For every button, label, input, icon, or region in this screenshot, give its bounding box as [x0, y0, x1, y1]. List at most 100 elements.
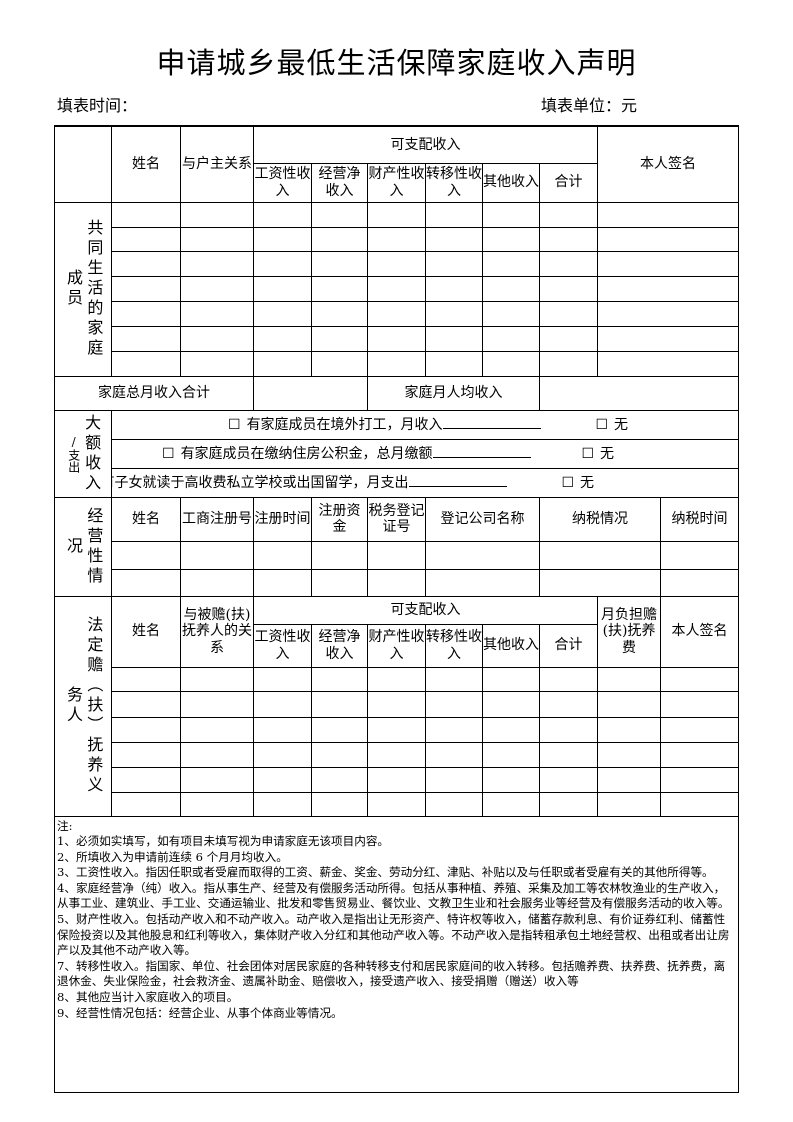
input-cell[interactable] [425, 201, 483, 228]
input-cell[interactable] [482, 250, 540, 277]
input-cell[interactable] [482, 275, 540, 302]
input-cell[interactable] [538, 716, 599, 743]
input-cell[interactable] [597, 766, 662, 793]
input-cell[interactable] [253, 250, 312, 277]
input-cell[interactable] [597, 741, 662, 768]
input-cell[interactable] [367, 275, 426, 302]
input-cell[interactable] [253, 350, 312, 377]
input-cell[interactable] [482, 716, 540, 743]
amount-blank[interactable] [442, 416, 541, 429]
input-cell[interactable] [111, 226, 181, 252]
input-cell[interactable] [367, 300, 426, 327]
input-cell[interactable] [311, 666, 368, 692]
input-cell[interactable] [538, 791, 599, 817]
input-cell[interactable] [482, 766, 540, 793]
input-cell[interactable] [482, 325, 540, 352]
input-cell[interactable] [111, 250, 181, 277]
input-cell[interactable] [367, 766, 426, 793]
input-cell[interactable] [311, 690, 368, 718]
input-cell[interactable] [180, 275, 254, 302]
input-cell[interactable] [253, 325, 312, 352]
input-cell[interactable] [367, 791, 426, 817]
input-cell[interactable] [253, 741, 312, 768]
checkbox[interactable]: ☐ [581, 445, 595, 462]
total-income-value[interactable] [253, 375, 368, 411]
input-cell[interactable] [597, 716, 662, 743]
input-cell[interactable] [538, 766, 599, 793]
input-cell[interactable] [425, 325, 483, 352]
input-cell[interactable] [111, 325, 181, 352]
checkbox[interactable]: ☐ [162, 445, 175, 462]
input-cell[interactable] [367, 226, 426, 252]
input-cell[interactable] [482, 690, 540, 718]
input-cell[interactable] [253, 300, 312, 327]
signature-cell[interactable] [597, 300, 740, 327]
input-cell[interactable] [311, 201, 368, 228]
input-cell[interactable] [425, 540, 540, 570]
per-capita-value[interactable] [538, 375, 740, 411]
input-cell[interactable] [367, 716, 426, 743]
input-cell[interactable] [253, 716, 312, 743]
input-cell[interactable] [311, 325, 368, 352]
input-cell[interactable] [367, 741, 426, 768]
input-cell[interactable] [311, 275, 368, 302]
signature-cell[interactable] [660, 741, 740, 768]
input-cell[interactable] [253, 540, 312, 570]
input-cell[interactable] [311, 250, 368, 277]
input-cell[interactable] [253, 226, 312, 252]
checkbox[interactable]: ☐ [595, 416, 609, 433]
input-cell[interactable] [367, 666, 426, 692]
input-cell[interactable] [253, 201, 312, 228]
input-cell[interactable] [111, 666, 181, 692]
input-cell[interactable] [111, 716, 181, 743]
input-cell[interactable] [180, 250, 254, 277]
input-cell[interactable] [367, 540, 426, 570]
input-cell[interactable] [180, 201, 254, 228]
input-cell[interactable] [367, 325, 426, 352]
input-cell[interactable] [253, 766, 312, 793]
input-cell[interactable] [311, 741, 368, 768]
input-cell[interactable] [482, 350, 540, 377]
amount-blank[interactable] [408, 474, 507, 487]
input-cell[interactable] [180, 666, 254, 692]
signature-cell[interactable] [660, 766, 740, 793]
input-cell[interactable] [660, 540, 740, 570]
input-cell[interactable] [311, 540, 368, 570]
input-cell[interactable] [425, 250, 483, 277]
input-cell[interactable] [425, 690, 483, 718]
input-cell[interactable] [367, 690, 426, 718]
input-cell[interactable] [111, 791, 181, 817]
checkbox[interactable]: ☐ [561, 474, 575, 491]
signature-cell[interactable] [660, 791, 740, 817]
signature-cell[interactable] [660, 690, 740, 718]
input-cell[interactable] [538, 540, 662, 570]
signature-cell[interactable] [597, 226, 740, 252]
signature-cell[interactable] [660, 666, 740, 692]
input-cell[interactable] [482, 300, 540, 327]
input-cell[interactable] [538, 690, 599, 718]
input-cell[interactable] [311, 716, 368, 743]
input-cell[interactable] [311, 226, 368, 252]
input-cell[interactable] [538, 666, 599, 692]
input-cell[interactable] [538, 741, 599, 768]
input-cell[interactable] [538, 275, 599, 302]
input-cell[interactable] [311, 300, 368, 327]
input-cell[interactable] [180, 325, 254, 352]
input-cell[interactable] [482, 201, 540, 228]
input-cell[interactable] [180, 766, 254, 793]
input-cell[interactable] [253, 791, 312, 817]
input-cell[interactable] [538, 300, 599, 327]
input-cell[interactable] [660, 568, 740, 597]
input-cell[interactable] [367, 350, 426, 377]
input-cell[interactable] [538, 350, 599, 377]
input-cell[interactable] [482, 666, 540, 692]
input-cell[interactable] [253, 568, 312, 597]
input-cell[interactable] [253, 666, 312, 692]
input-cell[interactable] [425, 791, 483, 817]
input-cell[interactable] [111, 766, 181, 793]
input-cell[interactable] [482, 791, 540, 817]
checkbox[interactable]: ☐ [228, 416, 241, 433]
input-cell[interactable] [111, 568, 181, 597]
input-cell[interactable] [111, 741, 181, 768]
input-cell[interactable] [311, 791, 368, 817]
